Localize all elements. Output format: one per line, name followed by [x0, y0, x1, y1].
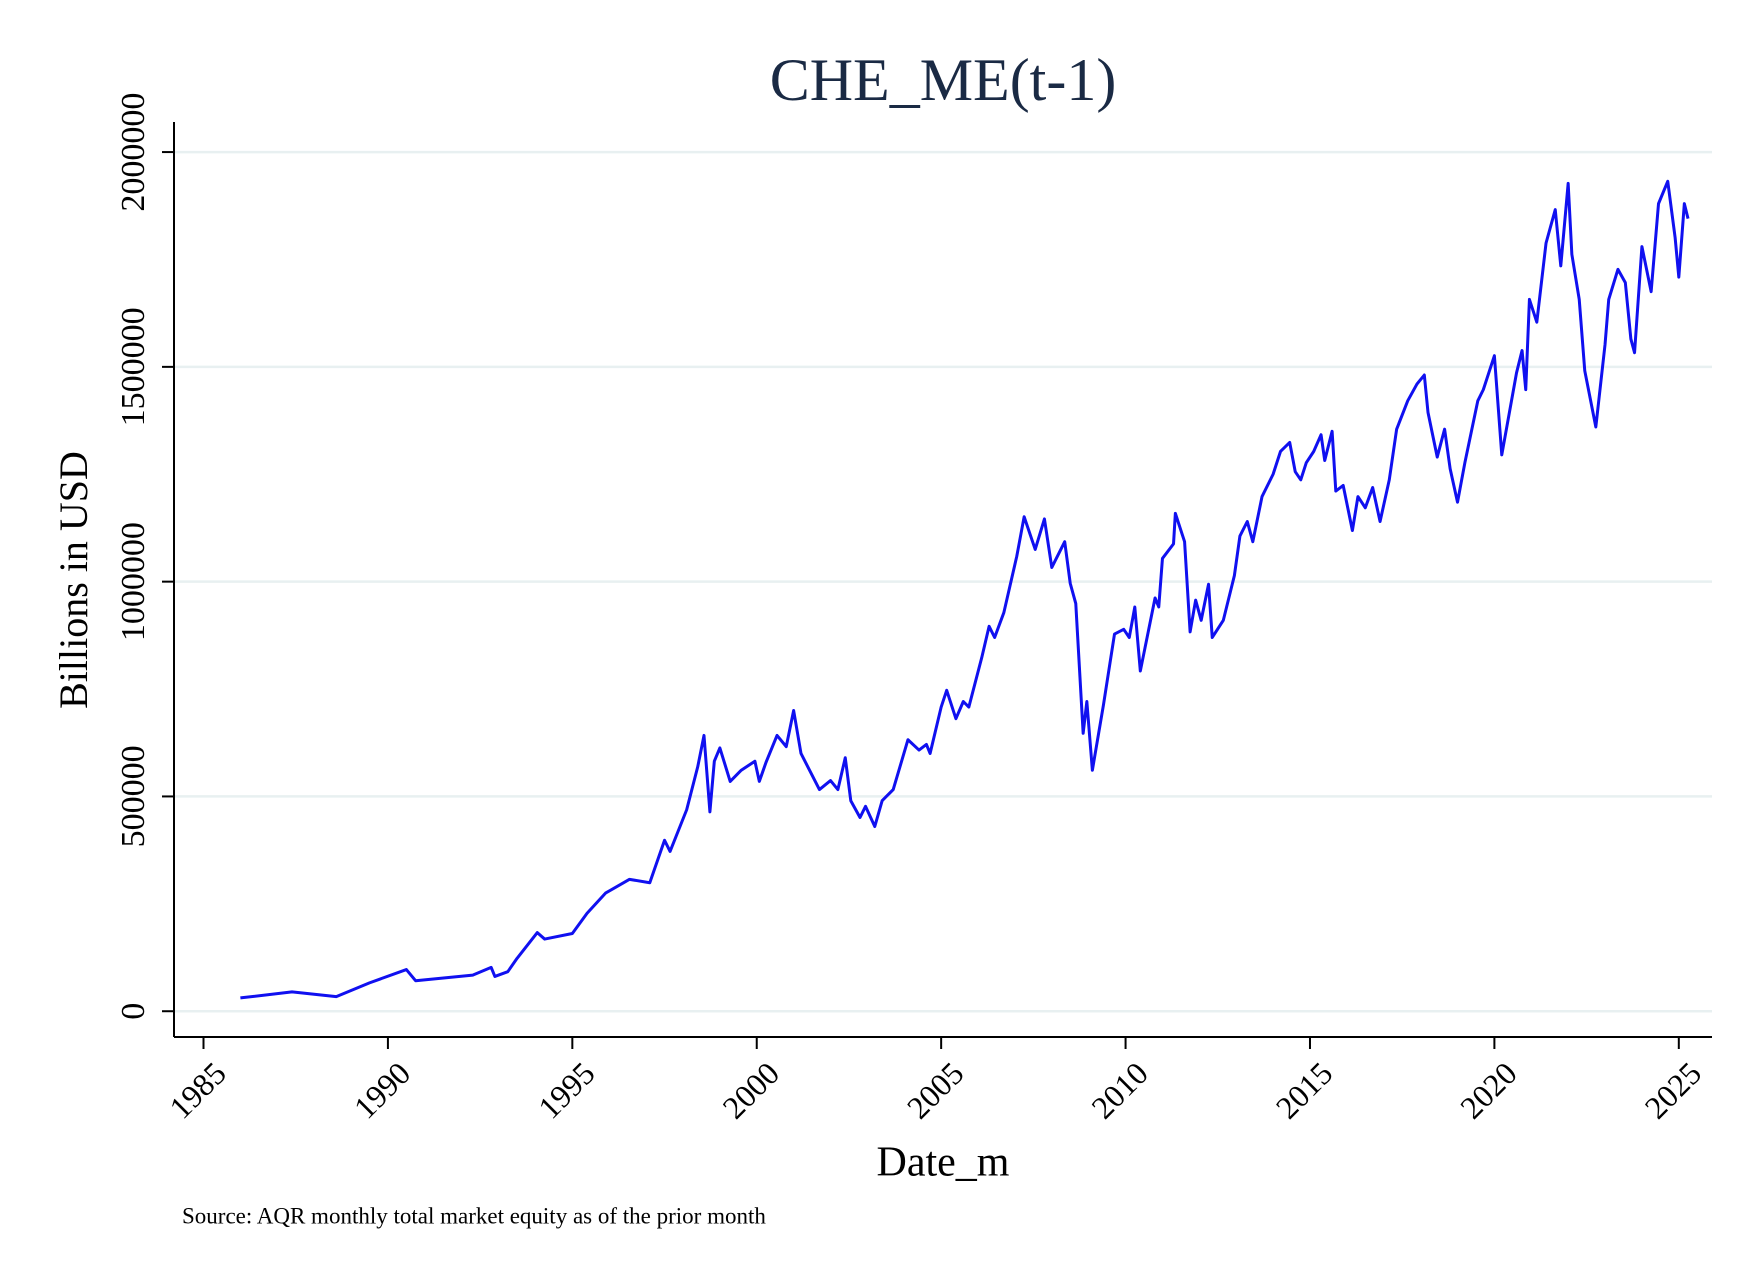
source-note: Source: AQR monthly total market equity … [182, 1203, 766, 1228]
y-tick-label: 2000000 [115, 93, 152, 212]
y-tick-label: 1000000 [115, 522, 152, 641]
y-axis-label: Billions in USD [51, 451, 96, 709]
chart-title: CHE_ME(t-1) [770, 47, 1117, 113]
x-axis-label: Date_m [877, 1140, 1010, 1186]
y-tick-label: 500000 [115, 745, 152, 847]
y-tick-label: 0 [115, 1003, 152, 1020]
y-tick-label: 1500000 [115, 307, 152, 426]
data-line [240, 179, 1690, 1000]
